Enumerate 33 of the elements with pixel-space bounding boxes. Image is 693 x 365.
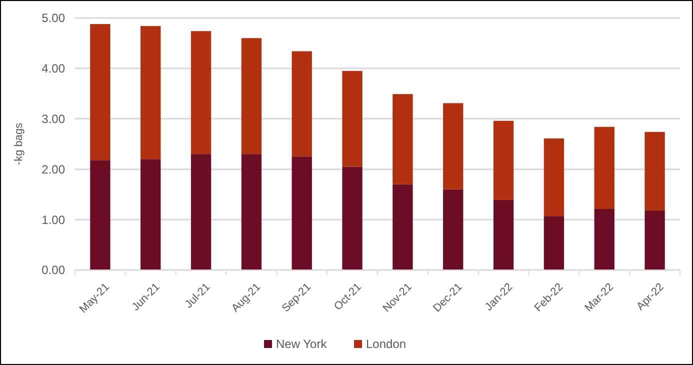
bar: [392, 94, 413, 184]
bar: [241, 154, 262, 270]
y-tick-label: 0.00: [42, 263, 66, 278]
legend-label: London: [366, 337, 406, 352]
bar: [292, 156, 312, 270]
bar: [544, 216, 564, 270]
bar: [190, 31, 212, 154]
bar: [140, 159, 161, 270]
bar: [443, 189, 464, 270]
y-tick-label: 4.00: [42, 62, 66, 76]
bar: [90, 160, 110, 270]
bar: [493, 120, 514, 200]
legend-label: New York: [276, 337, 328, 352]
y-tick-label: 3.00: [42, 112, 66, 126]
bar: [292, 51, 312, 157]
bar: [594, 126, 614, 210]
y-axis-title: -kg bags: [13, 122, 25, 166]
bar: [342, 70, 362, 167]
y-tick-label: 2.00: [42, 162, 66, 176]
bar: [140, 26, 161, 160]
bar: [594, 209, 614, 270]
bar: [644, 132, 665, 211]
bar: [544, 138, 564, 216]
bar: [392, 184, 413, 270]
bar: [190, 154, 212, 270]
y-tick-label: 5.00: [42, 11, 66, 26]
bar: [241, 38, 262, 154]
bar: [90, 24, 110, 160]
bar: [644, 210, 665, 270]
bar: [443, 103, 464, 190]
bar: [493, 200, 514, 270]
y-tick-label: 1.00: [42, 212, 66, 227]
bar: [342, 166, 362, 270]
